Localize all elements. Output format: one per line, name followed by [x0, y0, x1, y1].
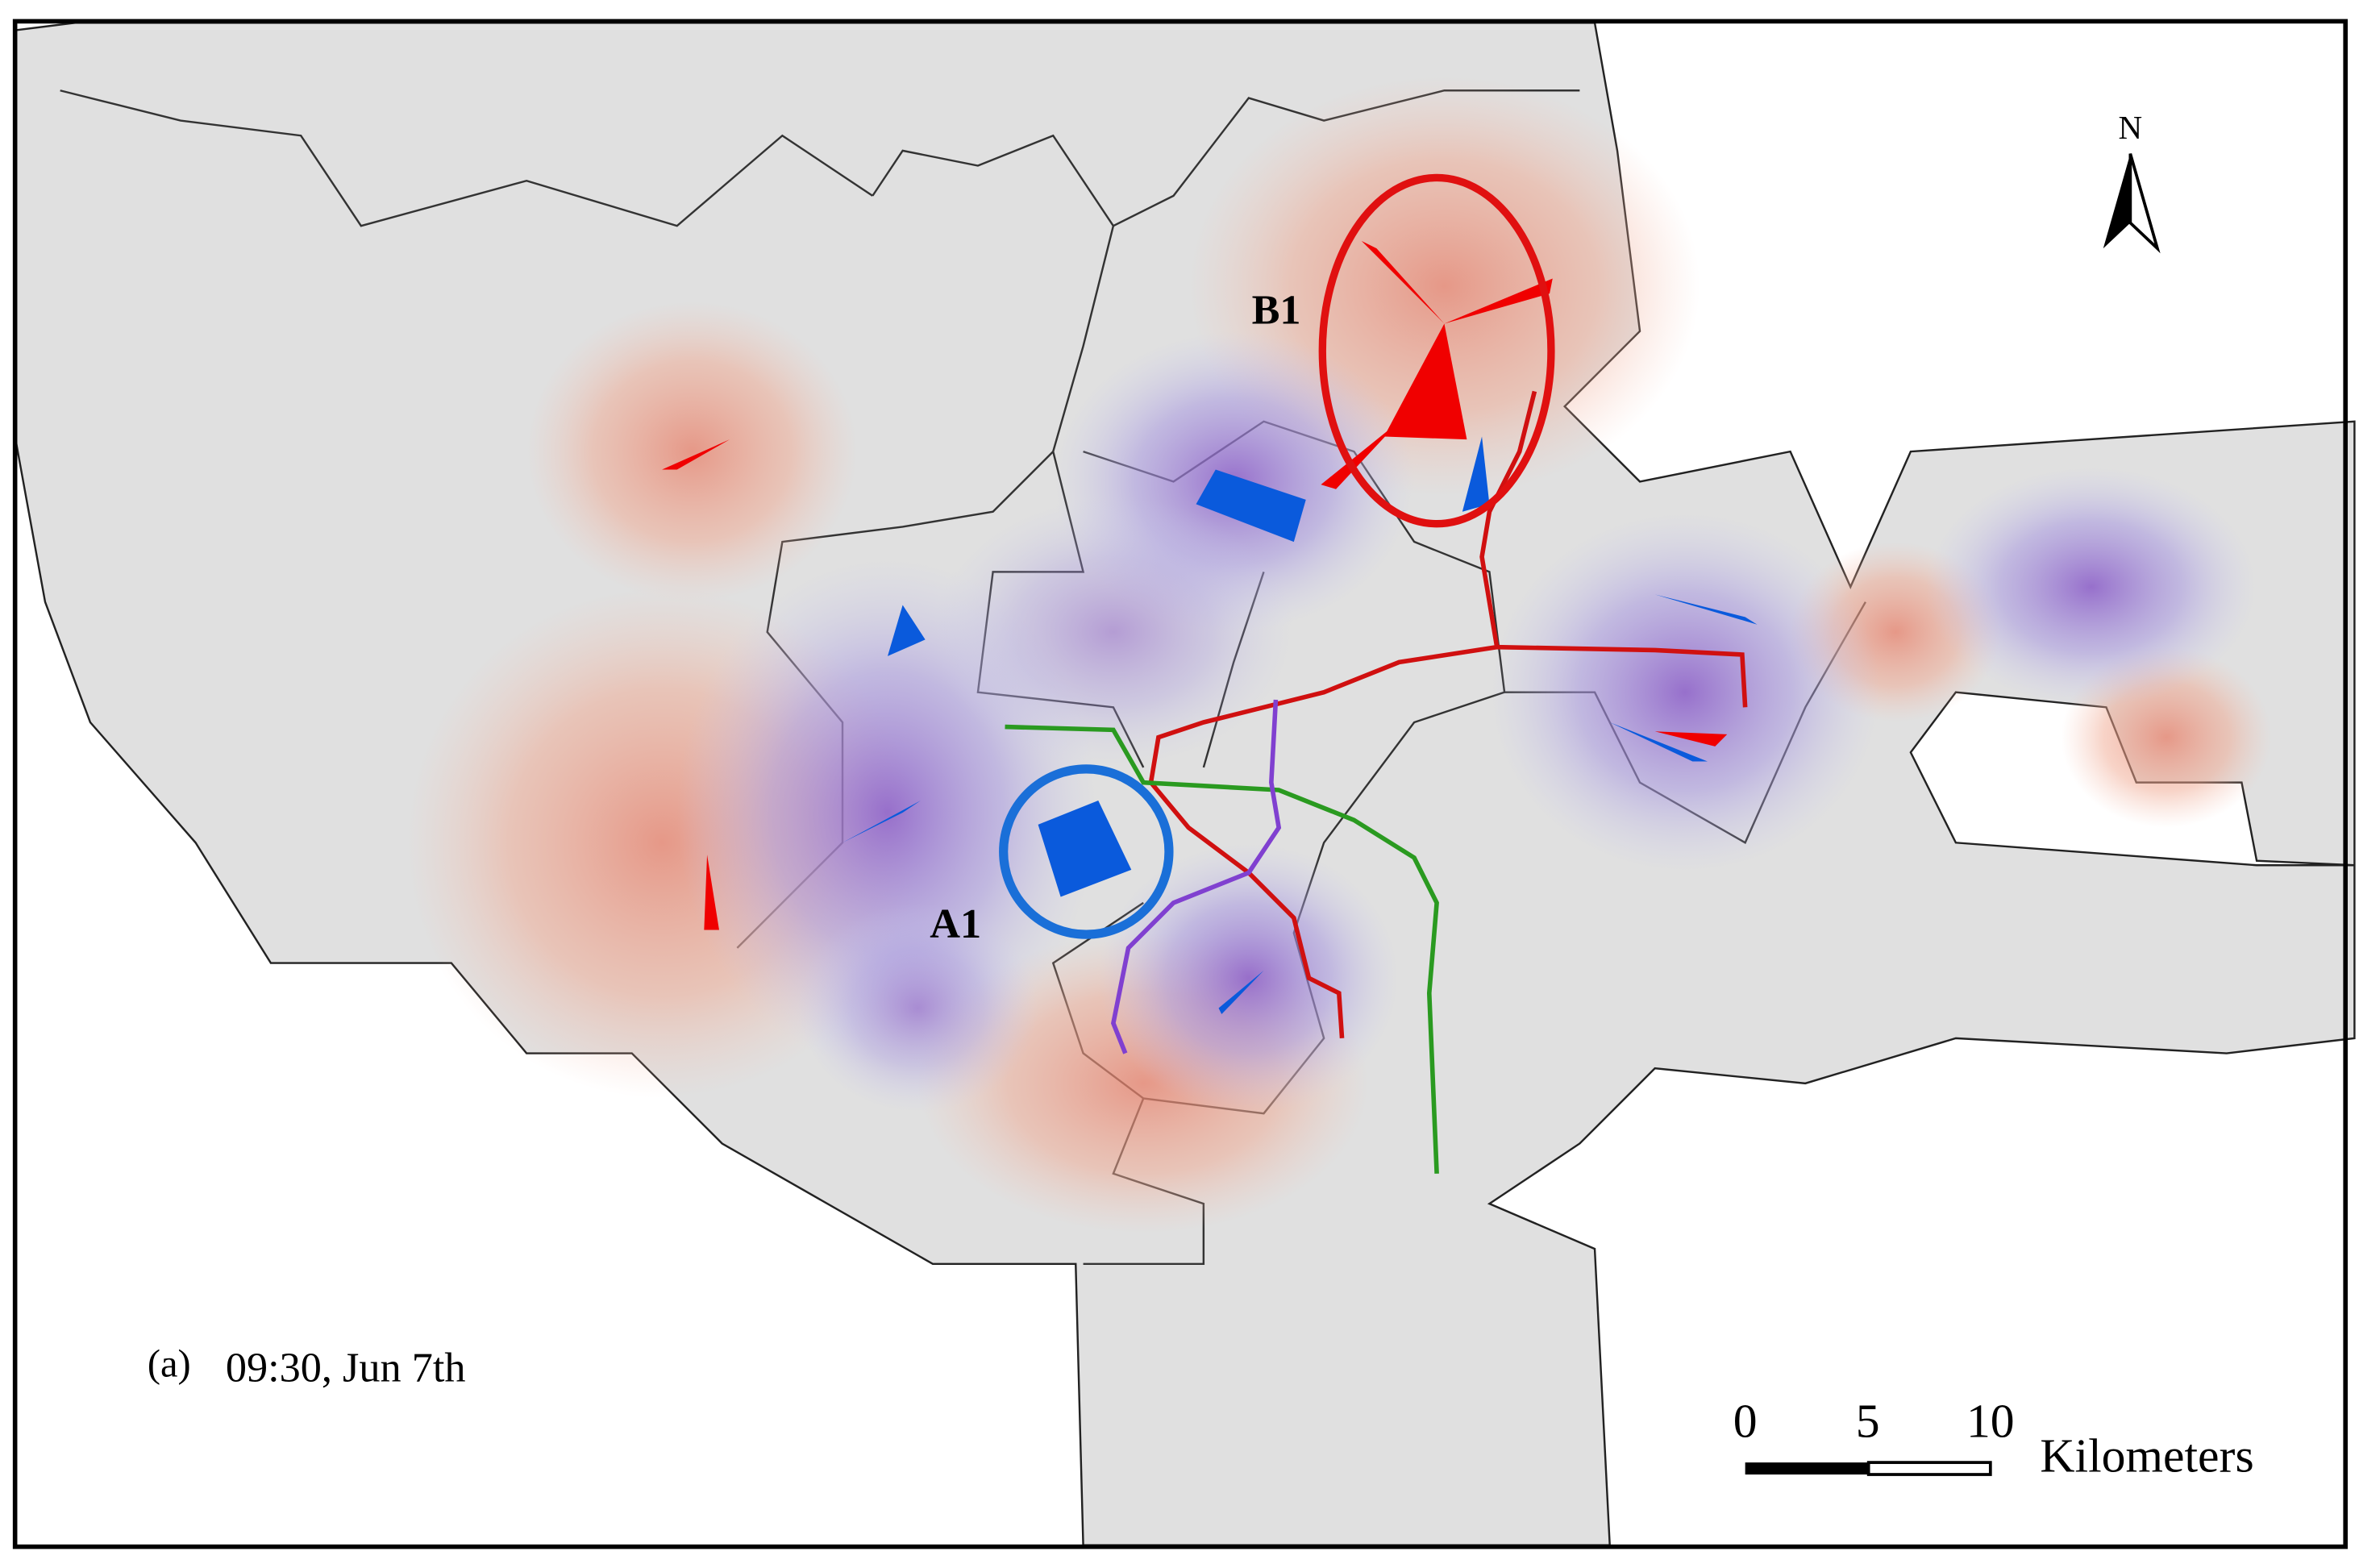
- caption-time: 09:30, Jun 7th: [226, 1344, 466, 1391]
- scale-unit: Kilometers: [2040, 1429, 2253, 1482]
- annotation-label: B1: [1252, 286, 1301, 333]
- flow-wedge: [1462, 436, 1490, 512]
- flow-wedge: [1321, 421, 1400, 489]
- hotspot-blue: [1098, 842, 1400, 1114]
- hotspot-blue: [797, 902, 1038, 1114]
- hotspot-red: [526, 301, 858, 602]
- hotspot-blue: [932, 497, 1294, 767]
- arrow-right: [2128, 153, 2161, 254]
- caption-panel: (a): [148, 1343, 191, 1386]
- metro-line-red: [1148, 390, 1537, 1039]
- flow-wedges: [662, 240, 1758, 1015]
- metro-lines: [1005, 390, 1748, 1174]
- top-left-boundary: [60, 89, 873, 227]
- scale-bar: Kilometers 0 5 10: [1733, 1394, 2254, 1482]
- hotspot-blue: [1489, 511, 1881, 873]
- scale-tick-label: 5: [1856, 1394, 1880, 1447]
- flow-wedge: [1218, 970, 1264, 1015]
- highlight-b1: [1318, 173, 1555, 528]
- frame: [12, 19, 2349, 1549]
- annotation-label: A1: [930, 900, 981, 947]
- north-label: N: [2119, 109, 2143, 146]
- highlight-a1: [999, 764, 1174, 939]
- metro-line-red: [1496, 644, 1748, 708]
- scale-segment: [1866, 1461, 1992, 1476]
- flow-wedge: [1609, 722, 1708, 762]
- metro-line-green: [1005, 724, 1439, 1174]
- flow-wedge: [1196, 469, 1306, 543]
- flow-wedge: [1444, 278, 1553, 324]
- scale-tick-label: 0: [1733, 1394, 1758, 1447]
- flow-wedge: [1361, 240, 1445, 324]
- flow-wedge: [1038, 801, 1132, 897]
- flow-wedge: [704, 855, 719, 930]
- flow-wedge: [887, 605, 926, 656]
- metro-line-purple: [1110, 699, 1282, 1054]
- scale-tick-label: 10: [1966, 1394, 2015, 1447]
- flow-wedge: [1654, 731, 1728, 747]
- flow-wedge: [1383, 323, 1467, 440]
- flow-wedge: [1654, 594, 1758, 625]
- hotspot-blue: [1925, 466, 2257, 708]
- flow-wedge: [842, 801, 922, 843]
- scale-segment: [1745, 1462, 1869, 1475]
